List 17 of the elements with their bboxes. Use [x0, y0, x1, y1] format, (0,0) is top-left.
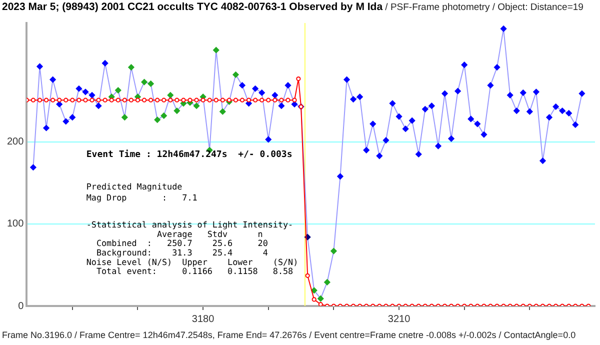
- annotation: Background: 31.3 25.4 4: [86, 248, 268, 258]
- annotation: Combined : 250.7 25.6 20: [86, 238, 268, 248]
- annotation: Event Time : 12h46m47.247s +/- 0.003s: [86, 148, 292, 160]
- y-tick-label: 200: [6, 136, 24, 148]
- annotation: Mag Drop : 7.1: [86, 192, 198, 203]
- text: Frame No.3196.0 / Frame Centre= 12h46m47.2548s, Frame End= 47.2676s / Event centre=Frame cnetre -0.008s +/-0.002s / ContactAngle=0.0: [2, 330, 576, 341]
- annotation: -Statistical analysis of Light Intensity-: [86, 220, 294, 230]
- x-tick-label: 3210: [388, 314, 411, 325]
- annotation: Noise Level (N/S) Upper Lower (S/N): [86, 256, 298, 267]
- x-tick-label: 3180: [192, 314, 215, 325]
- annotation: Total event: 0.1166 0.1158 8.58: [86, 266, 294, 276]
- chart-subtitle: / PSF-Frame photometry / Object: Distance=19: [384, 2, 584, 13]
- y-tick-label: 100: [6, 218, 24, 230]
- annotation: Average Stdv n: [86, 228, 263, 239]
- chart-title: 2023 Mar 5; (98943) 2001 CC21 occults TYC 4082-00763-1 Observed by M Ida: [2, 1, 383, 13]
- y-tick-label: 0: [18, 300, 24, 312]
- annotation: Predicted Magnitude: [86, 181, 182, 192]
